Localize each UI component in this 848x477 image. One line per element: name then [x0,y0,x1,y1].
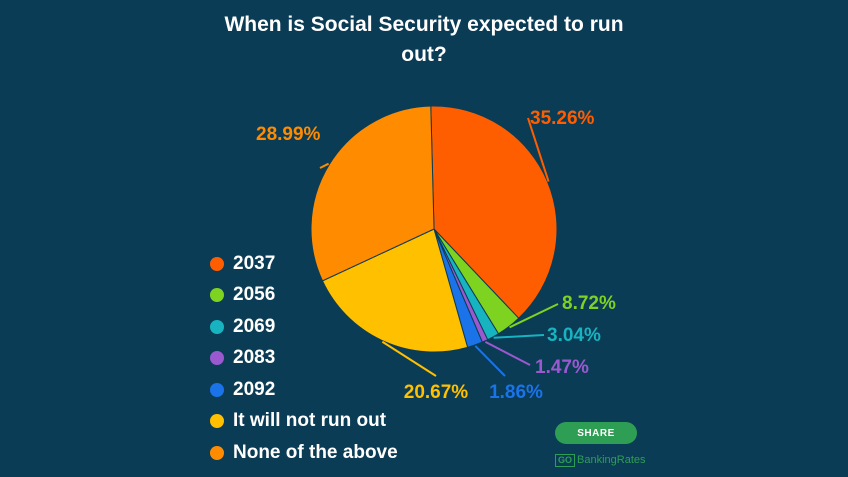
legend-swatch [210,445,224,460]
data-label: 1.86% [489,382,543,403]
legend-label: 2056 [233,284,276,306]
leader-line [319,162,330,169]
leader-line [484,340,531,366]
leader-line [493,334,545,339]
legend-item-none-of-the-above: None of the above [210,437,398,469]
legend-item-2037: 2037 [210,248,398,280]
legend-swatch [210,414,224,429]
legend-item-2069: 2069 [210,311,398,343]
legend-item-will-not-run-out: It will not run out [210,406,398,438]
data-label: 35.26% [530,108,595,129]
share-button[interactable]: SHARE [555,422,637,444]
leader-line [474,345,506,377]
legend-label: None of the above [233,441,398,463]
legend-label: 2083 [233,347,276,369]
legend-swatch [210,382,224,397]
brand-logo-name: BankingRates [577,454,646,466]
legend-item-2056: 2056 [210,280,398,312]
pie-slice-2037 [430,105,558,319]
leader-line [509,303,559,329]
pie-slice-none-of-the-above [310,105,435,282]
legend-swatch [210,351,224,366]
data-label: 1.47% [535,357,589,378]
data-label: 8.72% [562,293,616,314]
leader-line [527,117,550,182]
legend-swatch [210,288,224,303]
legend-item-2083: 2083 [210,343,398,375]
legend-label: 2092 [233,378,276,400]
leader-line [381,340,437,377]
legend: 2037 2056 2069 2083 2092 It will not run… [210,248,398,469]
data-label: 3.04% [547,325,601,346]
legend-item-2092: 2092 [210,374,398,406]
chart-title: When is Social Security expected to run … [224,13,624,66]
brand-logo-go: GO [555,453,576,467]
legend-swatch [210,319,224,334]
legend-swatch [210,256,224,271]
data-label: 20.67% [404,382,469,403]
brand-logo: GO BankingRates [555,453,646,467]
pie-slice-it-will-not-run-out [321,228,469,353]
data-label: 28.99% [256,124,321,145]
legend-label: 2069 [233,315,276,337]
legend-label: It will not run out [233,410,387,432]
legend-label: 2037 [233,252,276,274]
